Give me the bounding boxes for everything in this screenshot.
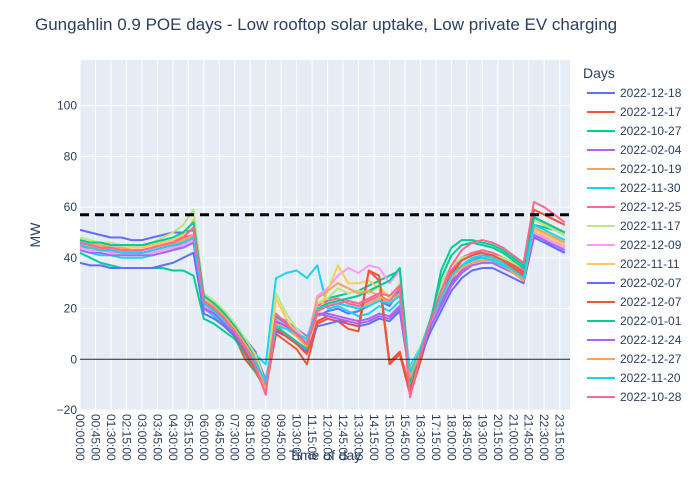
legend-label: 2022-11-17 bbox=[620, 219, 681, 233]
x-tick-label: 03:45:00 bbox=[150, 414, 164, 461]
x-tick-label: 12:45:00 bbox=[336, 414, 350, 461]
x-tick-label: 14:15:00 bbox=[367, 414, 381, 461]
x-tick-label: 16:30:00 bbox=[413, 414, 427, 461]
x-tick-label: 15:00:00 bbox=[383, 414, 397, 461]
legend-label: 2022-11-30 bbox=[620, 181, 681, 195]
x-tick-label: 12:00:00 bbox=[321, 414, 335, 461]
legend-label: 2022-12-25 bbox=[620, 200, 682, 214]
legend-label: 2022-10-27 bbox=[620, 124, 682, 138]
legend-label: 2022-10-19 bbox=[620, 162, 682, 176]
legend-label: 2022-10-28 bbox=[620, 390, 682, 404]
x-tick-label: 21:45:00 bbox=[522, 414, 536, 461]
x-tick-label: 09:00:00 bbox=[259, 414, 273, 461]
x-tick-label: 04:30:00 bbox=[166, 414, 180, 461]
legend: Days 2022-12-182022-12-172022-10-272022-… bbox=[583, 65, 682, 404]
y-tick-label: 0 bbox=[70, 352, 77, 366]
series-line bbox=[79, 236, 566, 384]
x-tick-label: 15:45:00 bbox=[398, 414, 412, 461]
y-tick-label: 20 bbox=[64, 302, 78, 316]
grid-lines bbox=[79, 60, 570, 411]
x-tick-label: 01:30:00 bbox=[104, 414, 118, 461]
x-tick-label: 05:15:00 bbox=[181, 414, 195, 461]
x-tick-label: 00:45:00 bbox=[89, 414, 103, 461]
series-lines bbox=[79, 201, 566, 399]
legend-label: 2022-12-18 bbox=[620, 86, 682, 100]
chart-title: Gungahlin 0.9 POE days - Low rooftop sol… bbox=[35, 15, 617, 34]
legend-title: Days bbox=[583, 65, 615, 81]
x-tick-label: 02:15:00 bbox=[119, 414, 133, 461]
legend-label: 2022-11-20 bbox=[620, 371, 681, 385]
x-tick-label: 10:30:00 bbox=[290, 414, 304, 461]
series-line bbox=[79, 234, 566, 386]
x-axis-ticks: 00:00:00 00:45:00 01:30:00 02:15:00 03:00:00… bbox=[73, 414, 567, 461]
legend-label: 2022-02-04 bbox=[620, 143, 682, 157]
x-tick-label: 03:00:00 bbox=[135, 414, 149, 461]
x-tick-label: 19:30:00 bbox=[475, 414, 489, 461]
legend-items: 2022-12-18 2022-12-17 2022-10-27 2022-02-04… bbox=[587, 86, 682, 404]
y-tick-label: 40 bbox=[64, 251, 78, 265]
x-tick-label: 11:15:00 bbox=[305, 414, 319, 460]
legend-label: 2022-02-07 bbox=[620, 276, 682, 290]
y-tick-label: 60 bbox=[64, 200, 78, 214]
x-tick-label: 08:15:00 bbox=[243, 414, 257, 461]
y-tick-label: −20 bbox=[57, 403, 78, 417]
legend-label: 2022-12-09 bbox=[620, 238, 682, 252]
legend-label: 2022-12-17 bbox=[620, 105, 682, 119]
legend-label: 2022-01-01 bbox=[620, 314, 682, 328]
x-tick-label: 18:45:00 bbox=[460, 414, 474, 461]
legend-label: 2022-12-27 bbox=[620, 352, 682, 366]
series-line bbox=[79, 201, 566, 399]
x-tick-label: 22:30:00 bbox=[537, 414, 551, 461]
plot-area bbox=[80, 60, 570, 410]
x-tick-label: 09:45:00 bbox=[274, 414, 288, 461]
series-line bbox=[79, 223, 566, 384]
y-tick-label: 80 bbox=[64, 149, 78, 163]
legend-label: 2022-12-07 bbox=[620, 295, 682, 309]
y-tick-label: 100 bbox=[57, 99, 77, 113]
legend-label: 2022-11-11 bbox=[620, 257, 680, 271]
legend-label: 2022-12-24 bbox=[620, 333, 682, 347]
x-axis-label: Time of day bbox=[289, 447, 362, 463]
x-tick-label: 07:30:00 bbox=[228, 414, 242, 461]
series-line bbox=[79, 216, 566, 389]
x-tick-label: 00:00:00 bbox=[73, 414, 87, 461]
x-tick-label: 06:45:00 bbox=[212, 414, 226, 461]
x-tick-label: 18:00:00 bbox=[444, 414, 458, 461]
x-tick-label: 06:00:00 bbox=[197, 414, 211, 461]
x-tick-label: 20:15:00 bbox=[491, 414, 505, 461]
x-tick-label: 23:15:00 bbox=[553, 414, 567, 461]
x-tick-label: 17:15:00 bbox=[429, 414, 443, 461]
y-axis-ticks: −20 0 20 40 60 80 100 bbox=[57, 99, 78, 417]
y-axis-label: MW bbox=[27, 222, 43, 248]
x-tick-label: 21:00:00 bbox=[506, 414, 520, 461]
x-tick-label: 13:30:00 bbox=[352, 414, 366, 461]
